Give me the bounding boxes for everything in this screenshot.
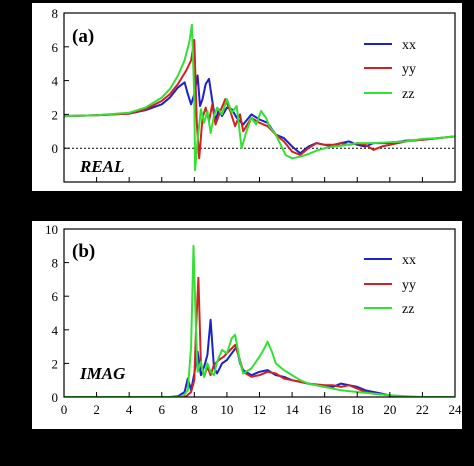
x-tick-label-b: 16 [318,402,332,417]
panel-a-legend: xx yy zz [364,38,416,102]
x-tick-label-b: 6 [159,402,166,417]
panel-a-background [32,3,462,191]
series-line-b-yy [64,276,455,397]
x-tick-label-b: 8 [191,402,198,417]
y-tick-label-b: 2 [52,356,59,371]
panel-a-axes: 0 2 4 6 8 [52,6,456,183]
x-tick-label-b: 10 [220,402,233,417]
y-tick-label-a: 6 [52,40,59,55]
y-tick-label-b: 10 [45,222,58,237]
panel-a-note: REAL [79,157,124,176]
x-tick-label-b: 0 [61,402,68,417]
series-line-a-zz [64,23,455,172]
x-tick-label-b: 20 [383,402,396,417]
x-tick-label-b: 4 [126,402,133,417]
y-tick-label-b: 6 [52,289,59,304]
y-tick-label-b: 4 [52,323,59,338]
x-tick-label-b: 14 [286,402,300,417]
panel-b-note: IMAG [79,364,126,383]
series-line-b-zz [64,244,455,397]
bottom-frame-band [0,429,474,466]
legend-b-label-xx: xx [402,253,416,268]
gap-frame-band [0,191,474,221]
legend-b-label-zz: zz [402,302,414,317]
top-frame-band [0,0,474,3]
x-tick-label-b: 24 [449,402,463,417]
panel-a: 0 2 4 6 8 (a) REAL xx yy zz [32,3,462,191]
panel-b-background [32,221,462,429]
panel-a-plot [64,23,455,172]
y-tick-label-b: 0 [52,390,59,405]
x-tick-label-b: 2 [93,402,100,417]
panel-b-label: (b) [72,241,95,262]
series-line-a-yy [64,39,455,160]
y-tick-label-a: 4 [52,74,59,89]
y-tick-label-a: 0 [52,141,59,156]
y-tick-label-a: 8 [52,6,59,21]
panel-a-label: (a) [72,26,94,47]
x-tick-label-b: 22 [416,402,429,417]
legend-a-label-xx: xx [402,38,416,53]
y-tick-label-a: 2 [52,107,59,122]
panel-b-plot [64,244,455,397]
y-tick-label-b: 8 [52,256,59,271]
x-tick-label-b: 18 [351,402,364,417]
panel-b-legend: xx yy zz [364,253,416,317]
left-frame-band [0,0,32,466]
legend-a-label-yy: yy [402,62,416,77]
x-tick-label-b: 12 [253,402,266,417]
legend-b-label-yy: yy [402,278,416,293]
right-frame-band [462,0,474,466]
legend-a-label-zz: zz [402,87,414,102]
